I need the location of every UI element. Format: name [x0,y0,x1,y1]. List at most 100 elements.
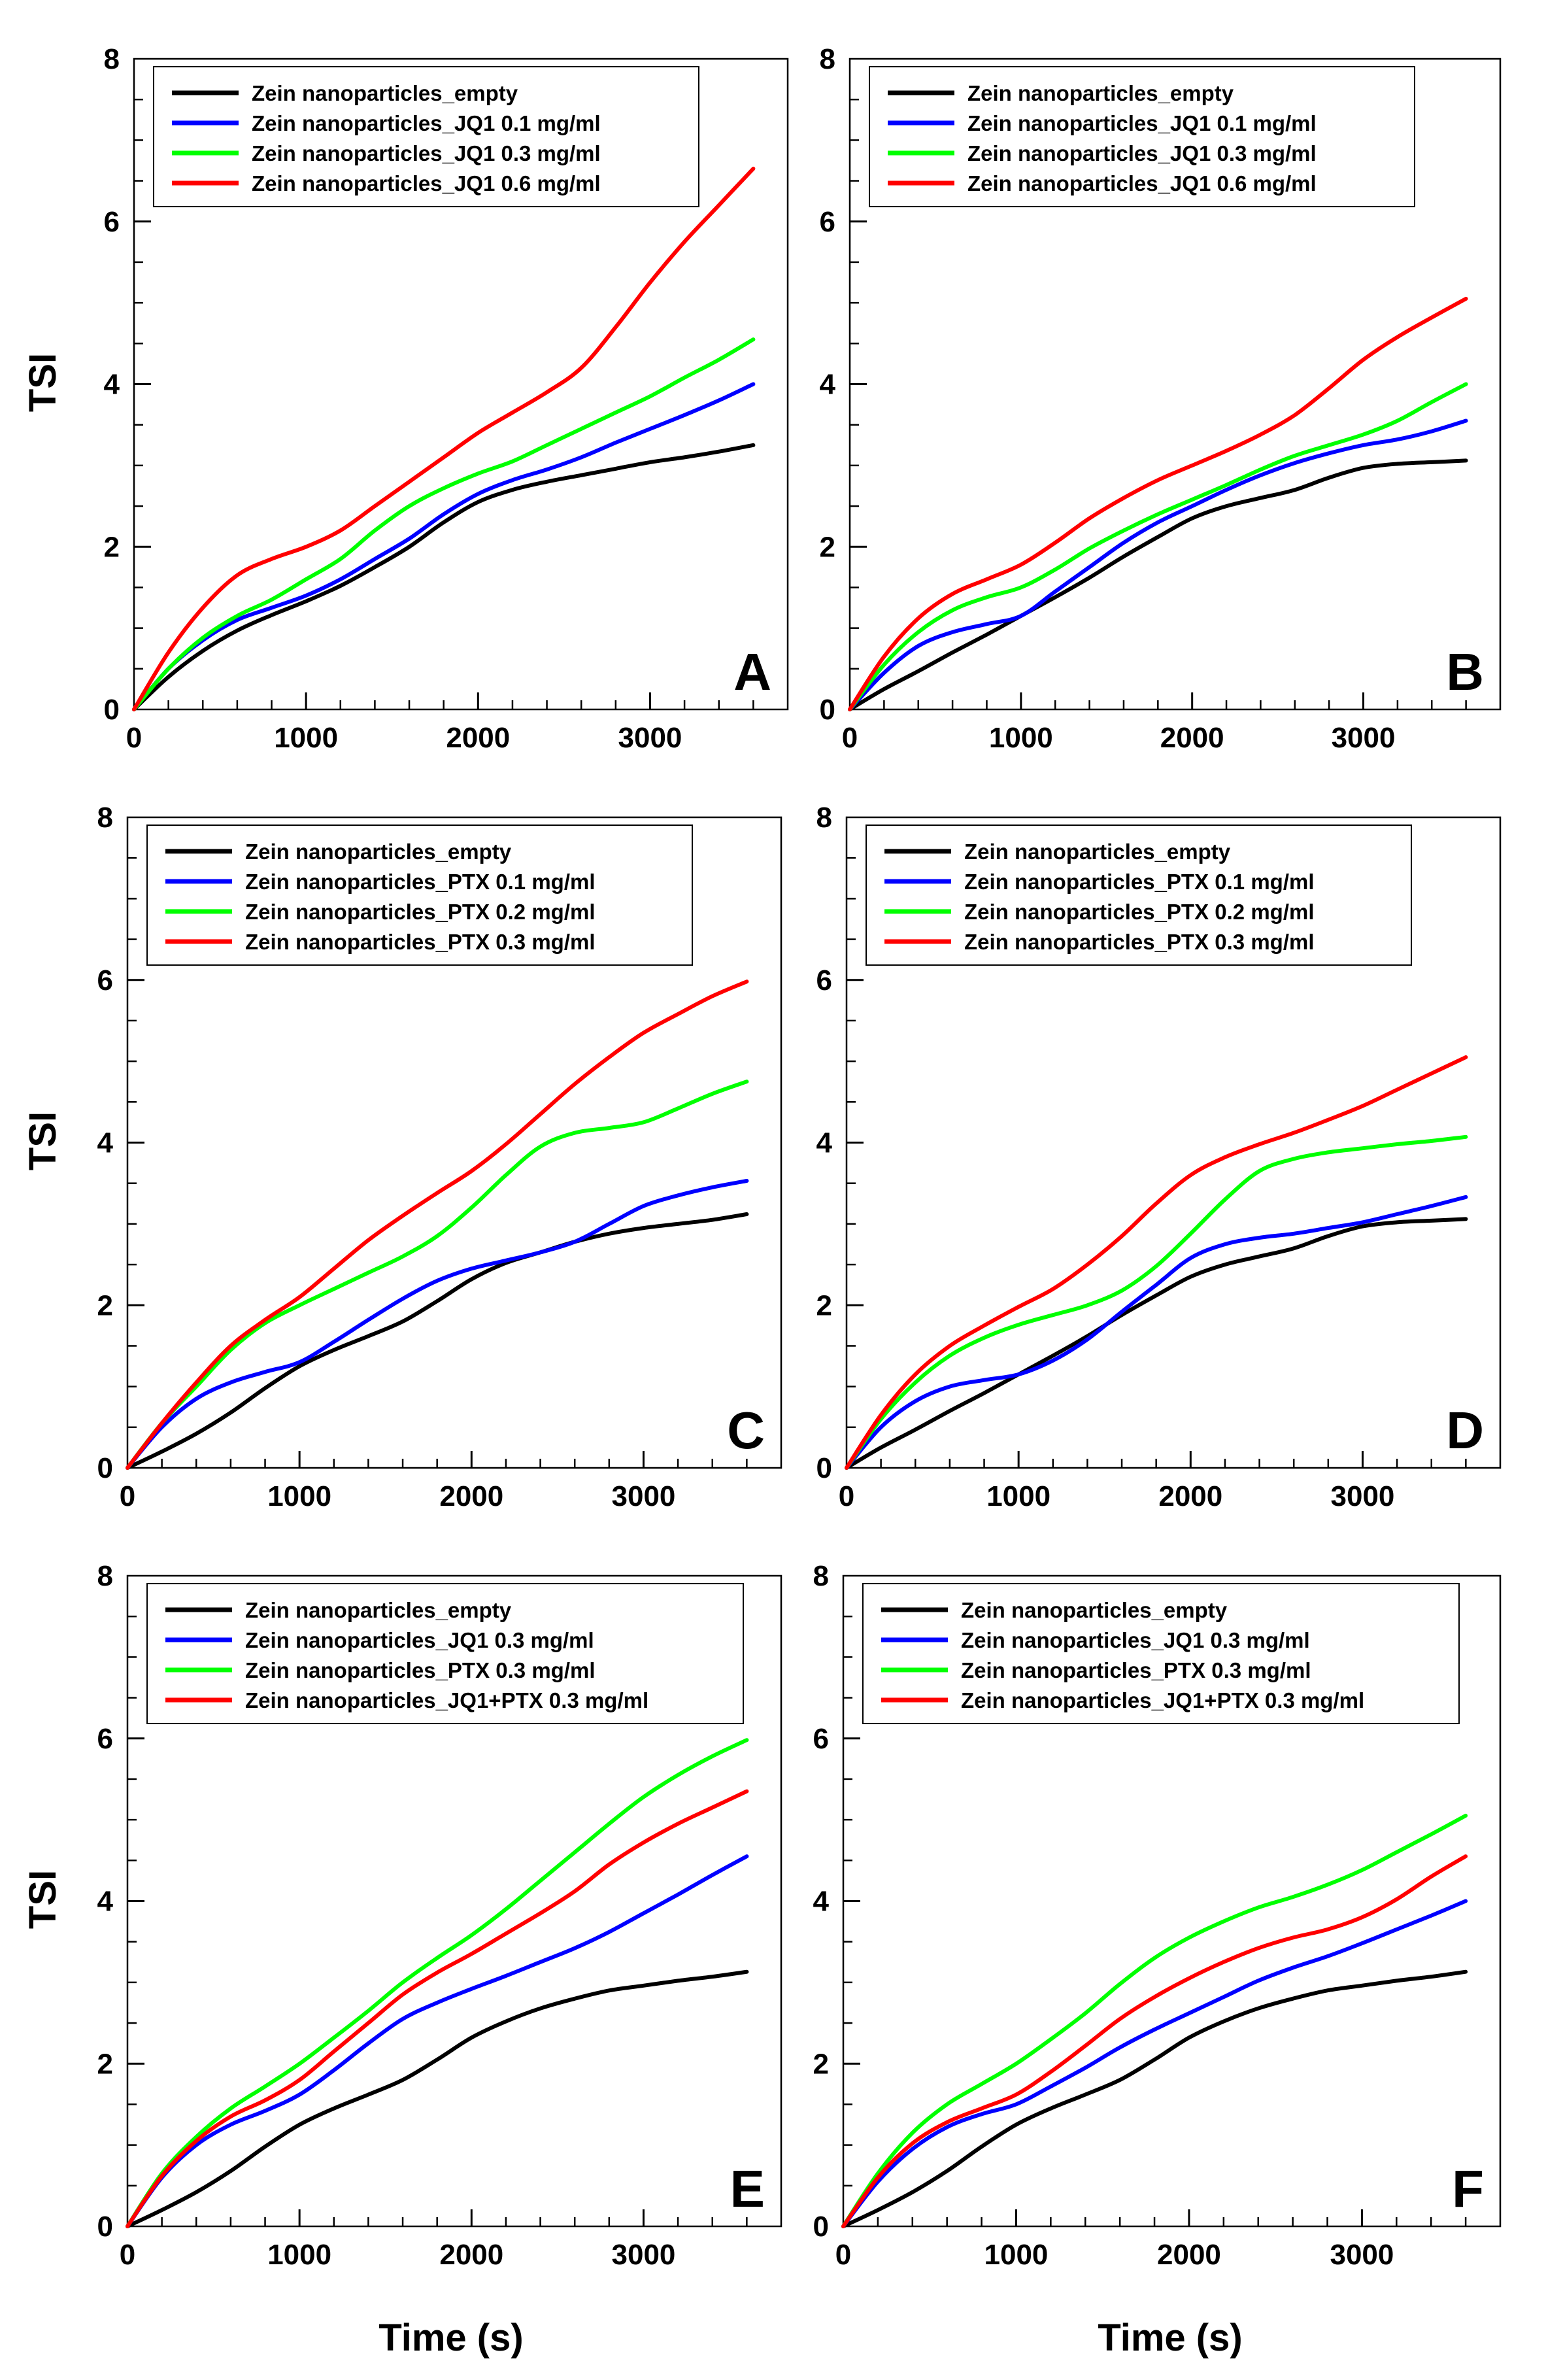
x-tick-label: 3000 [1330,2239,1394,2271]
y-tick-label: 6 [97,1723,113,1755]
y-tick-label: 0 [97,2211,113,2243]
x-tick-label: 1000 [267,2239,331,2271]
legend-label: Zein nanoparticles_PTX 0.2 mg/ml [964,900,1315,924]
x-tick-label: 0 [120,2239,135,2271]
panel-letter-e: E [730,2160,765,2218]
x-tick-label: 3000 [618,722,682,754]
y-axis-title-row2: TSI [22,1112,64,1170]
x-tick-label: 2000 [1160,722,1224,754]
legend-label: Zein nanoparticles_JQ1 0.1 mg/ml [967,111,1317,135]
legend-box [862,1583,1460,1724]
legend-label: Zein nanoparticles_JQ1+PTX 0.3 mg/ml [245,1688,648,1712]
x-tick-label: 2000 [1158,1480,1222,1512]
legend-label: Zein nanoparticles_JQ1 0.6 mg/ml [967,171,1317,196]
legend-box [146,824,693,966]
panel-letter-a: A [733,643,771,701]
y-tick-label: 4 [820,369,836,401]
legend-label: Zein nanoparticles_empty [252,81,518,105]
legend-label: Zein nanoparticles_PTX 0.3 mg/ml [245,1658,596,1682]
legend-label: Zein nanoparticles_empty [961,1598,1228,1622]
series-line-4 [845,1055,1468,1470]
series-line-2 [848,418,1468,711]
series-line-3 [845,1134,1468,1470]
panel-e: 0 1000 2000 3000 0 2 4 6 8 Zein nanoparticles_emp… [97,1560,782,2271]
y-tick-label: 4 [816,1127,833,1159]
series-line-3 [848,382,1468,711]
legend-label: Zein nanoparticles_PTX 0.1 mg/ml [964,870,1315,894]
legend-label: Zein nanoparticles_PTX 0.1 mg/ml [245,870,596,894]
series-line-4 [126,1789,749,2228]
legend-label: Zein nanoparticles_JQ1 0.3 mg/ml [245,1628,594,1652]
legend-box [153,66,699,207]
legend-label: Zein nanoparticles_PTX 0.3 mg/ml [964,930,1315,954]
x-tick-label: 0 [120,1480,135,1512]
x-tick-label: 2000 [446,722,510,754]
legend-label: Zein nanoparticles_PTX 0.3 mg/ml [961,1658,1311,1682]
x-tick-label: 1000 [984,2239,1049,2271]
legend-box [146,1583,744,1724]
y-tick-label: 4 [97,1127,114,1159]
y-tick-label: 8 [97,1560,113,1592]
legend-box [869,66,1415,207]
legend-label: Zein nanoparticles_empty [245,1598,512,1622]
y-tick-label: 2 [816,1289,832,1321]
series-line-2 [845,1195,1468,1470]
panel-letter-b: B [1446,643,1484,701]
y-tick-label: 4 [97,1886,114,1918]
panel-c: 0 1000 2000 3000 0 2 4 6 8 Zein nanoparticles_emp… [97,802,782,1512]
y-tick-label: 8 [104,43,120,75]
y-tick-label: 6 [820,206,835,238]
series-line-2 [126,1854,749,2228]
x-tick-label: 3000 [1332,722,1396,754]
y-tick-label: 6 [816,964,832,996]
y-tick-label: 2 [104,531,120,563]
y-tick-label: 2 [97,1289,113,1321]
panel-b: 0 1000 2000 3000 0 2 4 6 8 Zein nanoparticles_emp… [820,43,1502,754]
legend-label: Zein nanoparticles_JQ1+PTX 0.3 mg/ml [961,1688,1364,1712]
series-line-1 [841,1969,1468,2228]
legend-label: Zein nanoparticles_empty [967,81,1234,105]
x-tick-label: 0 [835,2239,851,2271]
legend-label: Zein nanoparticles_PTX 0.2 mg/ml [245,900,596,924]
legend-label: Zein nanoparticles_JQ1 0.6 mg/ml [252,171,601,196]
panel-letter-c: C [727,1401,765,1459]
series-line-1 [848,458,1468,711]
panel-d: 0 1000 2000 3000 0 2 4 6 8 Zein nanoparticles_emp… [816,802,1502,1512]
panel-a: 0 1000 2000 3000 0 2 4 6 8 Zein nanoparticles_emp… [104,43,789,754]
x-axis-title-left: Time (s) [378,2317,523,2359]
series-line-1 [845,1217,1468,1470]
x-axis-title-right: Time (s) [1098,2317,1242,2359]
series-line-4 [126,979,749,1470]
y-tick-label: 2 [813,2048,829,2080]
legend-label: Zein nanoparticles_JQ1 0.3 mg/ml [961,1628,1310,1652]
y-axis-title-row3: TSI [22,1870,64,1929]
y-tick-label: 0 [820,694,835,726]
y-tick-label: 8 [820,43,835,75]
y-tick-label: 6 [97,964,113,996]
x-tick-label: 3000 [1331,1480,1395,1512]
panel-letter-d: D [1446,1401,1484,1459]
series-line-2 [841,1899,1468,2228]
y-tick-label: 8 [97,802,113,834]
series-line-2 [126,1179,749,1470]
y-axis-title-row1: TSI [22,353,64,412]
y-tick-label: 4 [813,1886,830,1918]
series-line-1 [126,1212,749,1470]
x-tick-label: 0 [126,722,142,754]
panel-f: 0 1000 2000 3000 0 2 4 6 8 Zein nanoparticles_emp… [813,1560,1502,2271]
y-tick-label: 0 [813,2211,829,2243]
y-tick-label: 6 [104,206,120,238]
series-line-3 [841,1813,1468,2228]
series-line-3 [126,1738,749,2228]
x-tick-label: 0 [842,722,858,754]
x-tick-label: 3000 [612,1480,676,1512]
series-line-4 [848,296,1468,711]
x-tick-label: 0 [839,1480,854,1512]
y-tick-label: 4 [104,369,120,401]
series-line-4 [841,1854,1468,2228]
legend-box [865,824,1412,966]
x-tick-label: 3000 [612,2239,676,2271]
y-tick-label: 0 [816,1452,832,1484]
